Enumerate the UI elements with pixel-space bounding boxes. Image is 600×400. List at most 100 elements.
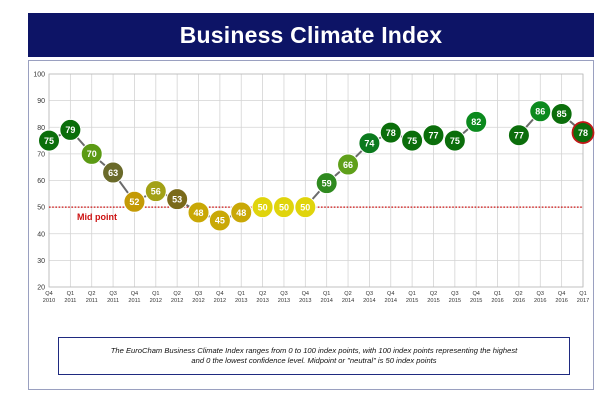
data-point <box>80 142 103 165</box>
data-point <box>144 180 167 203</box>
data-label: 48 <box>194 208 204 218</box>
data-label: 77 <box>428 131 438 141</box>
data-label: 74 <box>364 139 374 149</box>
x-tick-label-year: 2012 <box>214 298 226 304</box>
data-label: 56 <box>151 186 161 196</box>
y-tick-label: 70 <box>37 151 45 158</box>
y-tick-label: 90 <box>37 98 45 105</box>
data-label: 86 <box>535 107 545 117</box>
data-label: 85 <box>557 109 567 119</box>
x-tick-label-quarter: Q1 <box>579 291 586 297</box>
y-tick-label: 60 <box>37 178 45 185</box>
x-tick-label-year: 2016 <box>555 298 567 304</box>
x-tick-label-year: 2014 <box>385 298 397 304</box>
x-tick-label-year: 2011 <box>64 298 76 304</box>
x-tick-label-quarter: Q1 <box>152 291 159 297</box>
x-tick-label-year: 2011 <box>107 298 119 304</box>
x-tick-label-year: 2012 <box>171 298 183 304</box>
x-tick-label-year: 2012 <box>192 298 204 304</box>
data-point <box>358 132 381 155</box>
data-label: 70 <box>87 149 97 159</box>
x-tick-label-quarter: Q2 <box>259 291 266 297</box>
x-tick-label-quarter: Q4 <box>558 291 565 297</box>
data-label: 75 <box>450 136 460 146</box>
data-label: 50 <box>258 202 268 212</box>
data-point <box>550 102 573 125</box>
x-tick-label-year: 2015 <box>427 298 439 304</box>
data-point <box>123 190 146 213</box>
x-tick-label-quarter: Q1 <box>408 291 415 297</box>
y-tick-label: 30 <box>37 258 45 265</box>
data-label: 77 <box>514 131 524 141</box>
x-tick-label-year: 2015 <box>470 298 482 304</box>
data-label: 52 <box>129 197 139 207</box>
x-tick-label-year: 2011 <box>86 298 98 304</box>
x-tick-label-quarter: Q4 <box>216 291 223 297</box>
x-tick-label-quarter: Q2 <box>173 291 180 297</box>
x-tick-label-quarter: Q2 <box>344 291 351 297</box>
x-tick-label-year: 2013 <box>235 298 247 304</box>
y-tick-label: 50 <box>37 205 45 212</box>
data-label: 82 <box>471 117 481 127</box>
data-label: 63 <box>108 168 118 178</box>
data-point <box>315 172 338 195</box>
data-label: 66 <box>343 160 353 170</box>
explanation-box: The EuroCham Business Climate Index rang… <box>58 337 570 375</box>
plot-area-border <box>48 73 584 288</box>
data-point <box>59 118 82 141</box>
y-tick-label: 40 <box>37 231 45 238</box>
y-tick-label: 20 <box>37 285 45 292</box>
data-point <box>166 188 189 211</box>
x-tick-label-year: 2014 <box>342 298 354 304</box>
x-tick-label-year: 2013 <box>278 298 290 304</box>
data-point <box>401 129 424 152</box>
data-point <box>422 124 445 147</box>
data-point <box>208 209 231 232</box>
data-point <box>102 161 125 184</box>
chart-title: Business Climate Index <box>179 21 443 48</box>
x-tick-label-quarter: Q2 <box>430 291 437 297</box>
explanation-line-2: and 0 the lowest confidence level. Midpo… <box>191 356 437 365</box>
data-label: 59 <box>322 178 332 188</box>
x-tick-label-quarter: Q3 <box>109 291 116 297</box>
explanation-line-1: The EuroCham Business Climate Index rang… <box>110 346 518 355</box>
explanation-text: The EuroCham Business Climate Index rang… <box>97 346 532 366</box>
x-tick-label-year: 2013 <box>299 298 311 304</box>
data-label: 45 <box>215 216 225 226</box>
data-label: 48 <box>236 208 246 218</box>
x-tick-label-year: 2012 <box>150 298 162 304</box>
x-tick-label-quarter: Q4 <box>472 291 479 297</box>
x-tick-label-year: 2016 <box>491 298 503 304</box>
data-point <box>465 110 488 133</box>
data-label: 50 <box>279 202 289 212</box>
x-tick-label-year: 2014 <box>320 298 332 304</box>
data-point <box>379 121 402 144</box>
x-tick-label-quarter: Q2 <box>515 291 522 297</box>
data-label: 79 <box>65 125 75 135</box>
data-point <box>443 129 466 152</box>
x-tick-label-quarter: Q2 <box>88 291 95 297</box>
x-tick-label-year: 2013 <box>256 298 268 304</box>
x-tick-label-year: 2014 <box>363 298 375 304</box>
x-tick-label-year: 2011 <box>128 298 140 304</box>
data-point <box>38 129 60 152</box>
x-tick-label-quarter: Q1 <box>238 291 245 297</box>
x-tick-label-year: 2017 <box>577 298 589 304</box>
midpoint-label: Mid point <box>77 212 117 222</box>
data-point <box>529 100 552 123</box>
x-tick-label-year: 2016 <box>513 298 525 304</box>
data-label: 78 <box>386 128 396 138</box>
x-tick-label-quarter: Q4 <box>45 291 52 297</box>
y-tick-label: 80 <box>37 125 45 132</box>
x-tick-label-quarter: Q3 <box>366 291 373 297</box>
x-tick-label-quarter: Q4 <box>302 291 309 297</box>
x-tick-label-quarter: Q3 <box>280 291 287 297</box>
data-label: 50 <box>300 202 310 212</box>
data-label: 78 <box>578 128 588 138</box>
y-tick-label: 100 <box>33 72 45 79</box>
x-tick-label-quarter: Q3 <box>195 291 202 297</box>
data-point <box>337 153 360 176</box>
data-point <box>294 196 317 219</box>
data-point <box>187 201 210 224</box>
